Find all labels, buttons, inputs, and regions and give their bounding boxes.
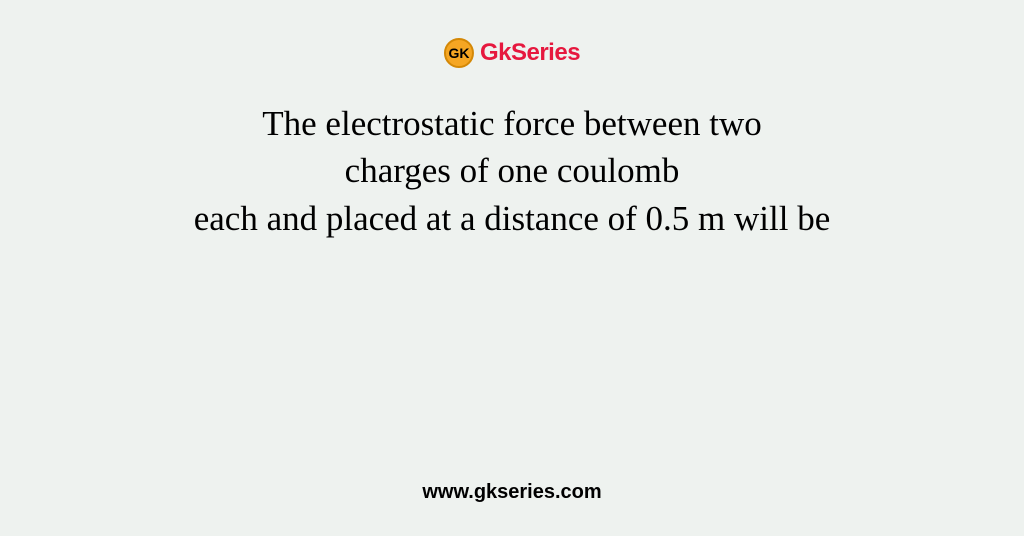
logo-container: GK GkSeries (444, 38, 580, 68)
question-line-1: The electrostatic force between two (262, 104, 761, 143)
question-text: The electrostatic force between two char… (62, 100, 962, 242)
question-line-2: charges of one coulomb (345, 151, 680, 190)
logo-badge-icon: GK (444, 38, 474, 68)
question-line-3: each and placed at a distance of 0.5 m w… (194, 199, 831, 238)
question-container: The electrostatic force between two char… (62, 100, 962, 242)
logo-badge-text: GK (448, 45, 469, 61)
footer-url: www.gkseries.com (422, 481, 601, 504)
logo-brand-text: GkSeries (480, 39, 580, 67)
